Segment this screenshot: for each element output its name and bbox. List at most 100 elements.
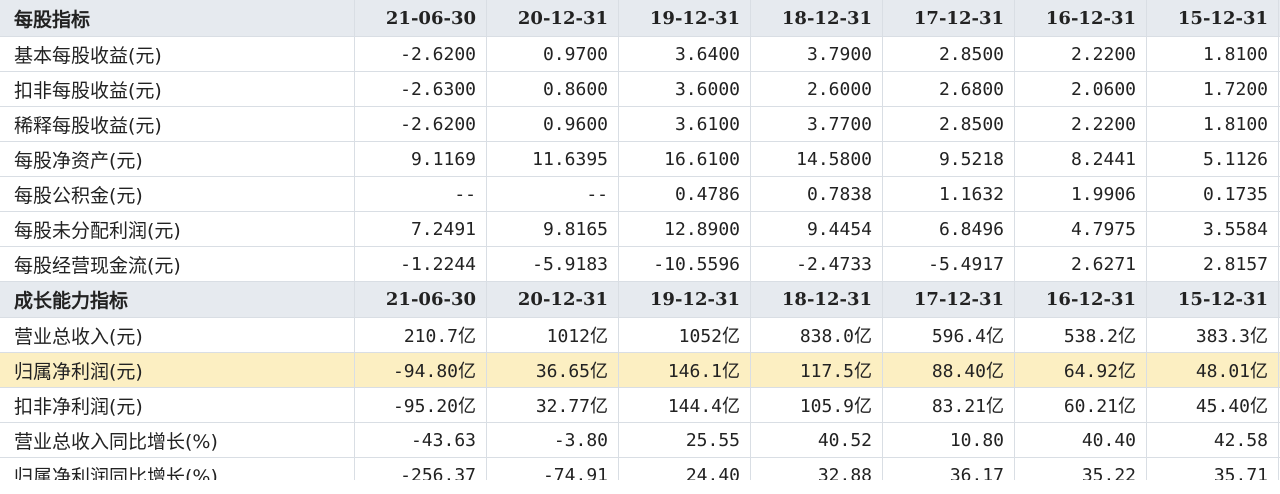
data-row: 基本每股收益(元) -2.6200 0.9700 3.6400 3.7900 2.8500… [0, 37, 1280, 72]
value-cell: 383.3亿 [1147, 318, 1279, 352]
data-row: 归属净利润(元) -94.80亿 36.65亿 146.1亿 117.5亿 88.40亿 6… [0, 353, 1280, 388]
column-date: 18-12-31 [751, 0, 883, 36]
value-cell: 0.9600 [487, 107, 619, 141]
section-title: 每股指标 [0, 0, 355, 36]
column-date: 20-12-31 [487, 282, 619, 317]
value-cell: 4.7975 [1015, 212, 1147, 246]
row-label: 归属净利润(元) [0, 353, 355, 387]
value-cell: 117.5亿 [751, 353, 883, 387]
data-row: 扣非每股收益(元) -2.6300 0.8600 3.6000 2.6000 2.6800… [0, 72, 1280, 107]
column-date: 17-12-31 [883, 0, 1015, 36]
value-cell: -2.6200 [355, 107, 487, 141]
row-label: 基本每股收益(元) [0, 37, 355, 71]
value-cell: 1.9906 [1015, 177, 1147, 211]
value-cell: 16.6100 [619, 142, 751, 176]
value-cell: -2.4733 [751, 247, 883, 281]
value-cell: 2.6800 [883, 72, 1015, 106]
row-label: 每股经营现金流(元) [0, 247, 355, 281]
value-cell: -5.4917 [883, 247, 1015, 281]
value-cell: 144.4亿 [619, 388, 751, 422]
value-cell: 36.65亿 [487, 353, 619, 387]
value-cell: 210.7亿 [355, 318, 487, 352]
value-cell: 64.92亿 [1015, 353, 1147, 387]
value-cell: 14.5800 [751, 142, 883, 176]
value-cell: 105.9亿 [751, 388, 883, 422]
value-cell: 146.1亿 [619, 353, 751, 387]
data-row: 归属净利润同比增长(%) -256.37 -74.91 24.40 32.88 36.17… [0, 458, 1280, 480]
value-cell: 838.0亿 [751, 318, 883, 352]
value-cell: 32.77亿 [487, 388, 619, 422]
column-date: 15-12-31 [1147, 282, 1279, 317]
row-label: 扣非每股收益(元) [0, 72, 355, 106]
value-cell: -10.5596 [619, 247, 751, 281]
column-date: 16-12-31 [1015, 0, 1147, 36]
data-row: 每股公积金(元) -- -- 0.4786 0.7838 1.1632 1.9906 0.17… [0, 177, 1280, 212]
value-cell: 40.52 [751, 423, 883, 457]
data-row: 营业总收入(元) 210.7亿 1012亿 1052亿 838.0亿 596.4亿 538.… [0, 318, 1280, 353]
value-cell: 2.2200 [1015, 37, 1147, 71]
data-row: 扣非净利润(元) -95.20亿 32.77亿 144.4亿 105.9亿 83.21亿 6… [0, 388, 1280, 423]
column-date: 16-12-31 [1015, 282, 1147, 317]
value-cell: 0.9700 [487, 37, 619, 71]
data-row: 营业总收入同比增长(%) -43.63 -3.80 25.55 40.52 10.80 40… [0, 423, 1280, 458]
value-cell: 596.4亿 [883, 318, 1015, 352]
value-cell: 60.21亿 [1015, 388, 1147, 422]
value-cell: 2.8500 [883, 107, 1015, 141]
value-cell: 0.4786 [619, 177, 751, 211]
section: 成长能力指标 21-06-30 20-12-31 19-12-31 18-12-31 17… [0, 282, 1280, 480]
value-cell: -2.6200 [355, 37, 487, 71]
value-cell: 11.6395 [487, 142, 619, 176]
value-cell: 24.40 [619, 458, 751, 480]
value-cell: -5.9183 [487, 247, 619, 281]
value-cell: 5.1126 [1147, 142, 1279, 176]
header-row: 每股指标 21-06-30 20-12-31 19-12-31 18-12-31 17-1… [0, 0, 1280, 37]
value-cell: -- [355, 177, 487, 211]
value-cell: 9.1169 [355, 142, 487, 176]
row-label: 每股公积金(元) [0, 177, 355, 211]
value-cell: 1052亿 [619, 318, 751, 352]
row-label: 扣非净利润(元) [0, 388, 355, 422]
value-cell: -- [487, 177, 619, 211]
column-date: 15-12-31 [1147, 0, 1279, 36]
data-row: 每股未分配利润(元) 7.2491 9.8165 12.8900 9.4454 6.849… [0, 212, 1280, 247]
column-date: 19-12-31 [619, 0, 751, 36]
value-cell: 6.8496 [883, 212, 1015, 246]
value-cell: 88.40亿 [883, 353, 1015, 387]
row-label: 每股净资产(元) [0, 142, 355, 176]
value-cell: 32.88 [751, 458, 883, 480]
value-cell: 2.8500 [883, 37, 1015, 71]
value-cell: 2.8157 [1147, 247, 1279, 281]
column-date: 19-12-31 [619, 282, 751, 317]
value-cell: 1.8100 [1147, 107, 1279, 141]
value-cell: 3.7900 [751, 37, 883, 71]
section: 每股指标 21-06-30 20-12-31 19-12-31 18-12-31 17-1… [0, 0, 1280, 282]
value-cell: 1012亿 [487, 318, 619, 352]
value-cell: 48.01亿 [1147, 353, 1279, 387]
value-cell: 3.6100 [619, 107, 751, 141]
value-cell: 42.58 [1147, 423, 1279, 457]
value-cell: -43.63 [355, 423, 487, 457]
section-title: 成长能力指标 [0, 282, 355, 317]
value-cell: 9.4454 [751, 212, 883, 246]
value-cell: 8.2441 [1015, 142, 1147, 176]
value-cell: -2.6300 [355, 72, 487, 106]
value-cell: -1.2244 [355, 247, 487, 281]
row-label: 归属净利润同比增长(%) [0, 458, 355, 480]
value-cell: 2.2200 [1015, 107, 1147, 141]
header-row: 成长能力指标 21-06-30 20-12-31 19-12-31 18-12-31 17… [0, 282, 1280, 318]
data-row: 每股净资产(元) 9.1169 11.6395 16.6100 14.5800 9.521… [0, 142, 1280, 177]
value-cell: 83.21亿 [883, 388, 1015, 422]
row-label: 每股未分配利润(元) [0, 212, 355, 246]
value-cell: -3.80 [487, 423, 619, 457]
value-cell: 2.6000 [751, 72, 883, 106]
value-cell: 2.0600 [1015, 72, 1147, 106]
value-cell: 1.1632 [883, 177, 1015, 211]
column-date: 21-06-30 [355, 282, 487, 317]
value-cell: 538.2亿 [1015, 318, 1147, 352]
row-label: 营业总收入(元) [0, 318, 355, 352]
value-cell: 35.71 [1147, 458, 1279, 480]
value-cell: -94.80亿 [355, 353, 487, 387]
value-cell: -74.91 [487, 458, 619, 480]
value-cell: 0.8600 [487, 72, 619, 106]
